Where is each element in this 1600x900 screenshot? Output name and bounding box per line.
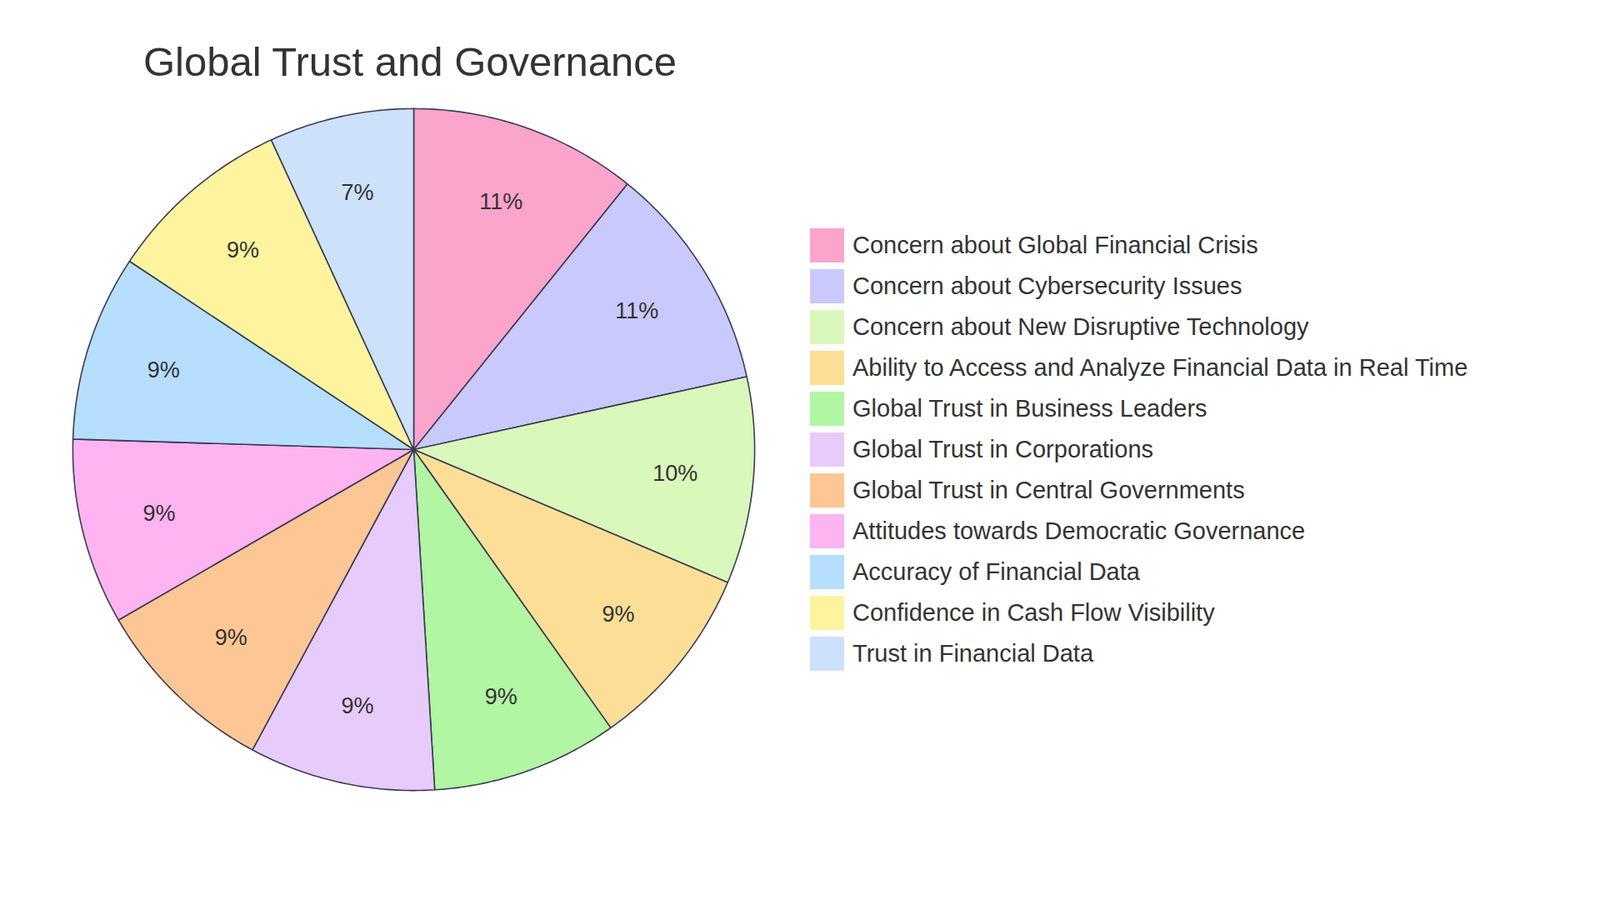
- svg-text:11%: 11%: [615, 298, 659, 324]
- html-text:Global Trust in Business Leade: Global Trust in Business Leaders: [852, 395, 1208, 422]
- html-text:Global Trust in Central Govern: Global Trust in Central Governments: [852, 476, 1245, 504]
- html-text:Ability to Access and Analyze: Ability to Access and Analyze Financial …: [852, 354, 1468, 381]
- html-text:Confidence in Cash Flow Visibi: Confidence in Cash Flow Visibility: [852, 599, 1215, 626]
- html-text:Accuracy of Financial Data: Accuracy of Financial Data: [852, 558, 1140, 585]
- svg-text:9%: 9%: [341, 693, 375, 719]
- html-text:Attitudes towards Democratic G: Attitudes towards Democratic Governance: [852, 517, 1306, 545]
- html-text:Concern about Global Financial: Concern about Global Financial Crisis: [852, 231, 1259, 259]
- html-text:Concern about Cybersecurity Is: Concern about Cybersecurity Issues: [852, 272, 1243, 300]
- svg-text:9%: 9%: [226, 237, 260, 263]
- svg-text:10%: 10%: [652, 460, 698, 486]
- html-text:Concern about New Disruptive T: Concern about New Disruptive Technology: [852, 313, 1309, 340]
- html-text:Trust in Financial Data: Trust in Financial Data: [852, 640, 1094, 667]
- svg-text:7%: 7%: [341, 180, 375, 205]
- html-text:Global Trust in Corporations: Global Trust in Corporations: [852, 435, 1154, 463]
- svg-text:9%: 9%: [485, 684, 518, 710]
- svg-text:9%: 9%: [142, 500, 175, 526]
- svg-text:9%: 9%: [601, 601, 635, 627]
- html-text:Global Trust and Governance: Global Trust and Governance: [143, 39, 677, 85]
- svg-text:11%: 11%: [479, 189, 523, 215]
- svg-text:9%: 9%: [215, 625, 248, 650]
- svg-text:9%: 9%: [147, 357, 180, 383]
